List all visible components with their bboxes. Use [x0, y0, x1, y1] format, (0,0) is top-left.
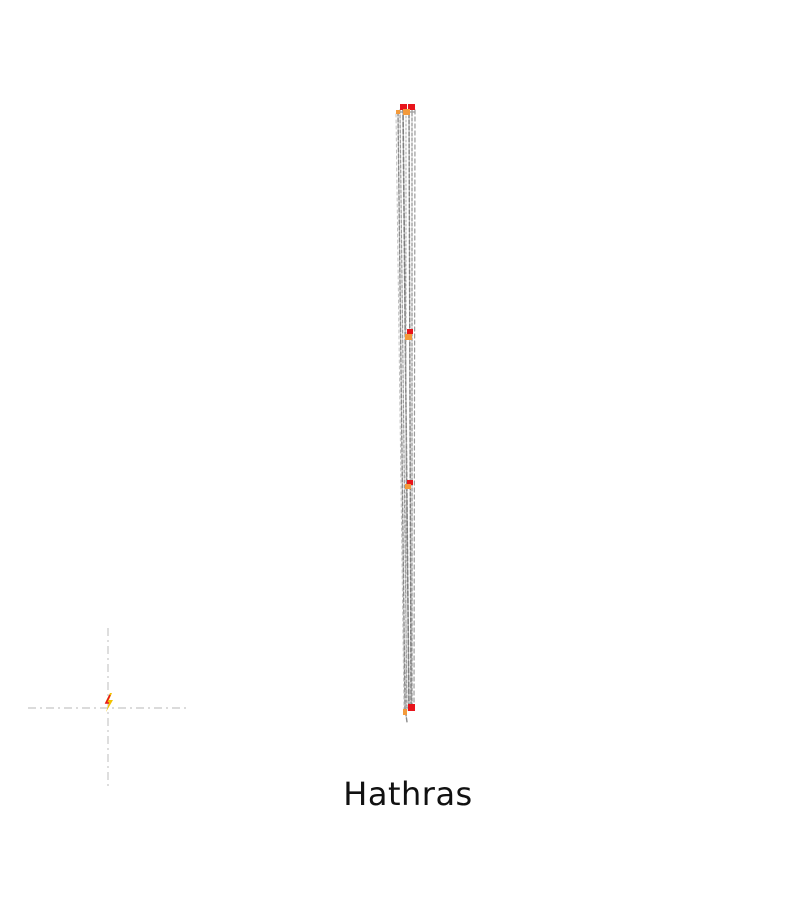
stop-marker [405, 484, 411, 489]
stop-markers[interactable] [396, 104, 415, 715]
stop-marker [408, 104, 415, 110]
stop-marker [396, 110, 400, 114]
route-line [402, 107, 410, 709]
stop-marker [403, 109, 410, 115]
stop-marker [407, 480, 413, 485]
stop-marker [405, 334, 412, 340]
stop-marker [408, 704, 415, 711]
stop-marker [407, 329, 413, 334]
stop-marker [400, 104, 407, 110]
stop-marker [403, 709, 407, 715]
crosshair-guide-icon [28, 628, 190, 790]
route-lines[interactable] [395, 107, 416, 723]
route-line [395, 113, 405, 711]
place-name-label: Hathras [343, 775, 473, 813]
route-line [413, 109, 416, 709]
route-line [408, 107, 412, 709]
lightning-marker-icon[interactable] [104, 693, 113, 712]
